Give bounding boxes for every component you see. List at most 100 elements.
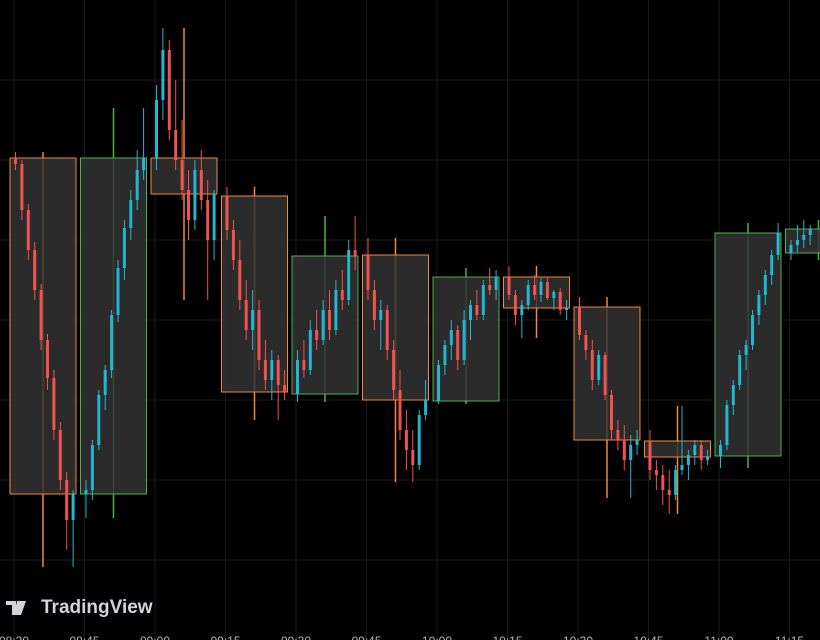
candle-body (302, 360, 306, 370)
candle-body (744, 345, 748, 355)
candle-body (244, 300, 248, 330)
candle-body (340, 290, 344, 300)
boxes (9, 28, 820, 567)
box-body (80, 157, 147, 495)
x-tick-label: 08:45 (69, 634, 99, 640)
candle-body (90, 445, 94, 490)
candle-body (328, 310, 331, 330)
candle-body (437, 365, 440, 401)
candle-body (449, 330, 453, 345)
candle-body (481, 285, 485, 315)
candle-body (315, 330, 319, 340)
candle-body (667, 490, 671, 495)
x-tick-label: 11:15 (775, 634, 804, 640)
candle-body (231, 230, 235, 260)
candle-body (14, 158, 17, 164)
candle-body (385, 310, 389, 350)
candle-body (263, 360, 267, 380)
x-tick-label: 10:45 (633, 634, 663, 640)
candle-body (635, 440, 639, 445)
candle-body (507, 277, 511, 295)
candle-body (379, 310, 383, 320)
candle-body (193, 170, 197, 220)
candle-body (122, 228, 126, 268)
candle-body (629, 445, 633, 460)
candle-body (26, 210, 30, 250)
candle-body (475, 305, 479, 315)
candle-body (142, 158, 146, 170)
candle-body (610, 395, 613, 430)
candle-body (347, 250, 351, 300)
candle-body (283, 385, 287, 392)
candle-body (321, 310, 325, 340)
box-body (362, 254, 429, 401)
candle-body (251, 310, 255, 330)
candle-body (225, 196, 229, 230)
candle-body (731, 385, 735, 405)
x-axis: 08:30 08:45 09:00 09:15 09:30 09:45 10:00 10:15… (0, 634, 804, 640)
candle-body (795, 240, 799, 245)
candle-body (199, 170, 203, 200)
candle-body (578, 307, 581, 335)
candle-body (706, 457, 710, 460)
candle-body (770, 255, 774, 275)
candle-body (520, 305, 524, 315)
candle-body (719, 445, 722, 456)
candle-body (20, 164, 24, 210)
candle-body (110, 315, 114, 370)
candle-body (129, 200, 133, 228)
candle-body (296, 360, 299, 394)
candle-body (462, 320, 466, 360)
candle-body (763, 275, 767, 295)
brand-logo: TradingView (6, 597, 153, 618)
x-tick-label: 10:30 (563, 634, 593, 640)
candle-body (212, 194, 216, 240)
candle-body (366, 255, 370, 290)
candle-body (238, 260, 242, 300)
candle-body (654, 470, 658, 475)
candle-body (392, 350, 396, 390)
candle-body (417, 415, 421, 465)
candle-body (398, 390, 402, 430)
candle-body (404, 430, 408, 450)
candle-body (686, 455, 690, 465)
candle-body (257, 310, 261, 360)
candle-body (584, 335, 588, 350)
candle-body (135, 170, 139, 200)
x-tick-label: 10:15 (492, 634, 522, 640)
candle-body (155, 100, 158, 158)
candle-body (97, 395, 101, 445)
candle-body (103, 370, 107, 395)
candles (14, 28, 812, 567)
candle-body (161, 50, 165, 100)
candle-body (558, 292, 562, 310)
candle-body (590, 350, 594, 380)
x-tick-label: 11:00 (704, 634, 733, 640)
candle-body (603, 355, 607, 395)
candle-body (187, 190, 190, 220)
candle-body (443, 345, 447, 365)
candle-body (693, 445, 697, 455)
candle-body (552, 292, 556, 298)
brand-name: TradingView (41, 597, 153, 618)
candle-body (545, 282, 549, 298)
candle-body (84, 490, 88, 494)
candle-body (533, 285, 537, 295)
candle-body (456, 330, 460, 360)
candle-body (674, 470, 678, 495)
candle-body (469, 305, 472, 320)
candle-body (616, 430, 620, 440)
box-body (573, 306, 641, 441)
candle-body (46, 340, 49, 378)
candle-body (308, 330, 312, 370)
candle-body (776, 233, 780, 255)
box-body (9, 157, 77, 495)
candle-body (789, 245, 793, 253)
candle-body (699, 445, 703, 460)
candle-body (802, 235, 806, 240)
candle-body (597, 355, 601, 380)
candle-body (725, 405, 729, 445)
candle-body (808, 229, 812, 235)
candle-body (488, 285, 492, 290)
candle-body (526, 285, 530, 305)
